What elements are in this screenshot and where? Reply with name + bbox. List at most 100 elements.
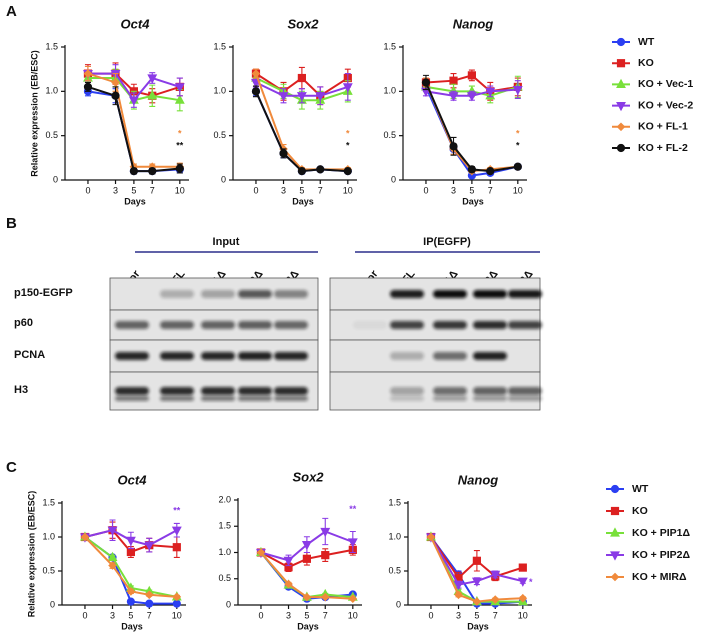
- marker: [296, 92, 307, 102]
- marker: [616, 122, 626, 132]
- marker: [175, 164, 184, 173]
- marker: [472, 597, 482, 606]
- marker: [283, 556, 294, 567]
- chart-title: Oct4: [118, 472, 148, 487]
- marker: [472, 556, 481, 565]
- blot-band: [433, 321, 467, 329]
- blot-band: [238, 321, 272, 329]
- blot-band: [473, 352, 507, 360]
- legend-label: KO + FL-1: [638, 121, 688, 133]
- blot-band: [115, 321, 149, 329]
- marker: [343, 167, 352, 176]
- blot-band: [115, 387, 149, 395]
- marker: [111, 78, 120, 87]
- legend-label: KO + PIP2Δ: [632, 549, 690, 561]
- blot-band: [160, 352, 194, 360]
- blot-band: [274, 321, 308, 329]
- x-tick-label: 10: [175, 185, 185, 195]
- panel-label: A: [6, 3, 17, 20]
- x-tick-label: 5: [469, 185, 474, 195]
- legend-label: KO: [638, 57, 654, 69]
- y-tick-label: 1.5: [388, 497, 401, 507]
- blot-band: [238, 290, 272, 298]
- blot-band: [473, 396, 507, 401]
- marker: [616, 37, 626, 47]
- x-tick-label: 10: [343, 185, 353, 195]
- panel-label: C: [6, 459, 17, 476]
- x-tick-label: 0: [82, 610, 87, 620]
- y-tick-label: 1.0: [42, 531, 55, 541]
- y-tick-label: 0.5: [42, 565, 55, 575]
- marker: [426, 532, 436, 542]
- marker: [251, 87, 261, 96]
- blot-band: [508, 396, 542, 401]
- x-tick-label: 0: [253, 185, 258, 195]
- marker: [342, 83, 353, 93]
- marker: [144, 541, 155, 551]
- x-tick-label: 3: [113, 185, 118, 195]
- annotation: *: [529, 577, 533, 587]
- marker: [284, 579, 293, 589]
- blot-band: [433, 396, 467, 401]
- marker: [449, 142, 458, 151]
- chart-title: Sox2: [287, 16, 319, 31]
- x-tick-label: 0: [428, 610, 433, 620]
- marker: [610, 484, 620, 494]
- annotation: **: [173, 506, 181, 516]
- x-tick-label: 7: [323, 610, 328, 620]
- blot-band: [160, 387, 194, 395]
- marker: [302, 592, 312, 602]
- x-tick-label: 7: [318, 185, 323, 195]
- legend-label: KO + Vec-1: [638, 78, 693, 90]
- annotation: *: [516, 141, 520, 151]
- marker: [129, 167, 138, 176]
- x-tick-label: 10: [172, 610, 182, 620]
- marker: [297, 73, 306, 83]
- marker: [490, 595, 500, 604]
- marker: [125, 536, 136, 547]
- x-tick-label: 7: [493, 610, 498, 620]
- blot-band: [201, 321, 235, 329]
- marker: [128, 96, 139, 106]
- blot-band: [473, 387, 507, 395]
- blot-band: [390, 290, 424, 298]
- y-tick-label: 0.5: [45, 130, 58, 140]
- marker: [512, 85, 523, 96]
- marker: [80, 532, 90, 542]
- marker: [316, 165, 325, 174]
- legend-label: KO + PIP1Δ: [632, 527, 690, 539]
- marker: [486, 167, 495, 176]
- marker: [256, 548, 266, 557]
- marker: [610, 572, 620, 582]
- y-tick-label: 1.0: [218, 547, 231, 557]
- x-tick-label: 3: [281, 185, 286, 195]
- marker: [278, 92, 289, 102]
- blot-band: [238, 352, 272, 360]
- legend-label: KO: [632, 505, 648, 517]
- marker: [471, 577, 482, 587]
- marker: [348, 594, 358, 604]
- marker: [174, 94, 185, 104]
- blot-band: [274, 387, 308, 395]
- blot-band: [115, 352, 149, 360]
- y-tick-label: 0: [50, 599, 55, 609]
- marker: [83, 82, 93, 92]
- marker: [454, 590, 463, 600]
- y-tick-label: 1.0: [388, 531, 401, 541]
- annotation: **: [176, 141, 184, 151]
- marker: [320, 527, 331, 538]
- marker: [321, 551, 330, 560]
- blot-band: [433, 290, 467, 298]
- marker: [466, 92, 477, 102]
- marker: [610, 506, 620, 516]
- blot-band: [433, 387, 467, 395]
- marker: [616, 59, 626, 68]
- marker: [616, 102, 626, 112]
- x-tick-label: 10: [513, 185, 523, 195]
- marker: [297, 167, 306, 176]
- marker: [453, 581, 464, 591]
- marker: [145, 599, 154, 608]
- marker: [513, 162, 522, 171]
- y-axis-label: Relative expression (EB/ESC): [29, 50, 39, 177]
- marker: [616, 78, 626, 88]
